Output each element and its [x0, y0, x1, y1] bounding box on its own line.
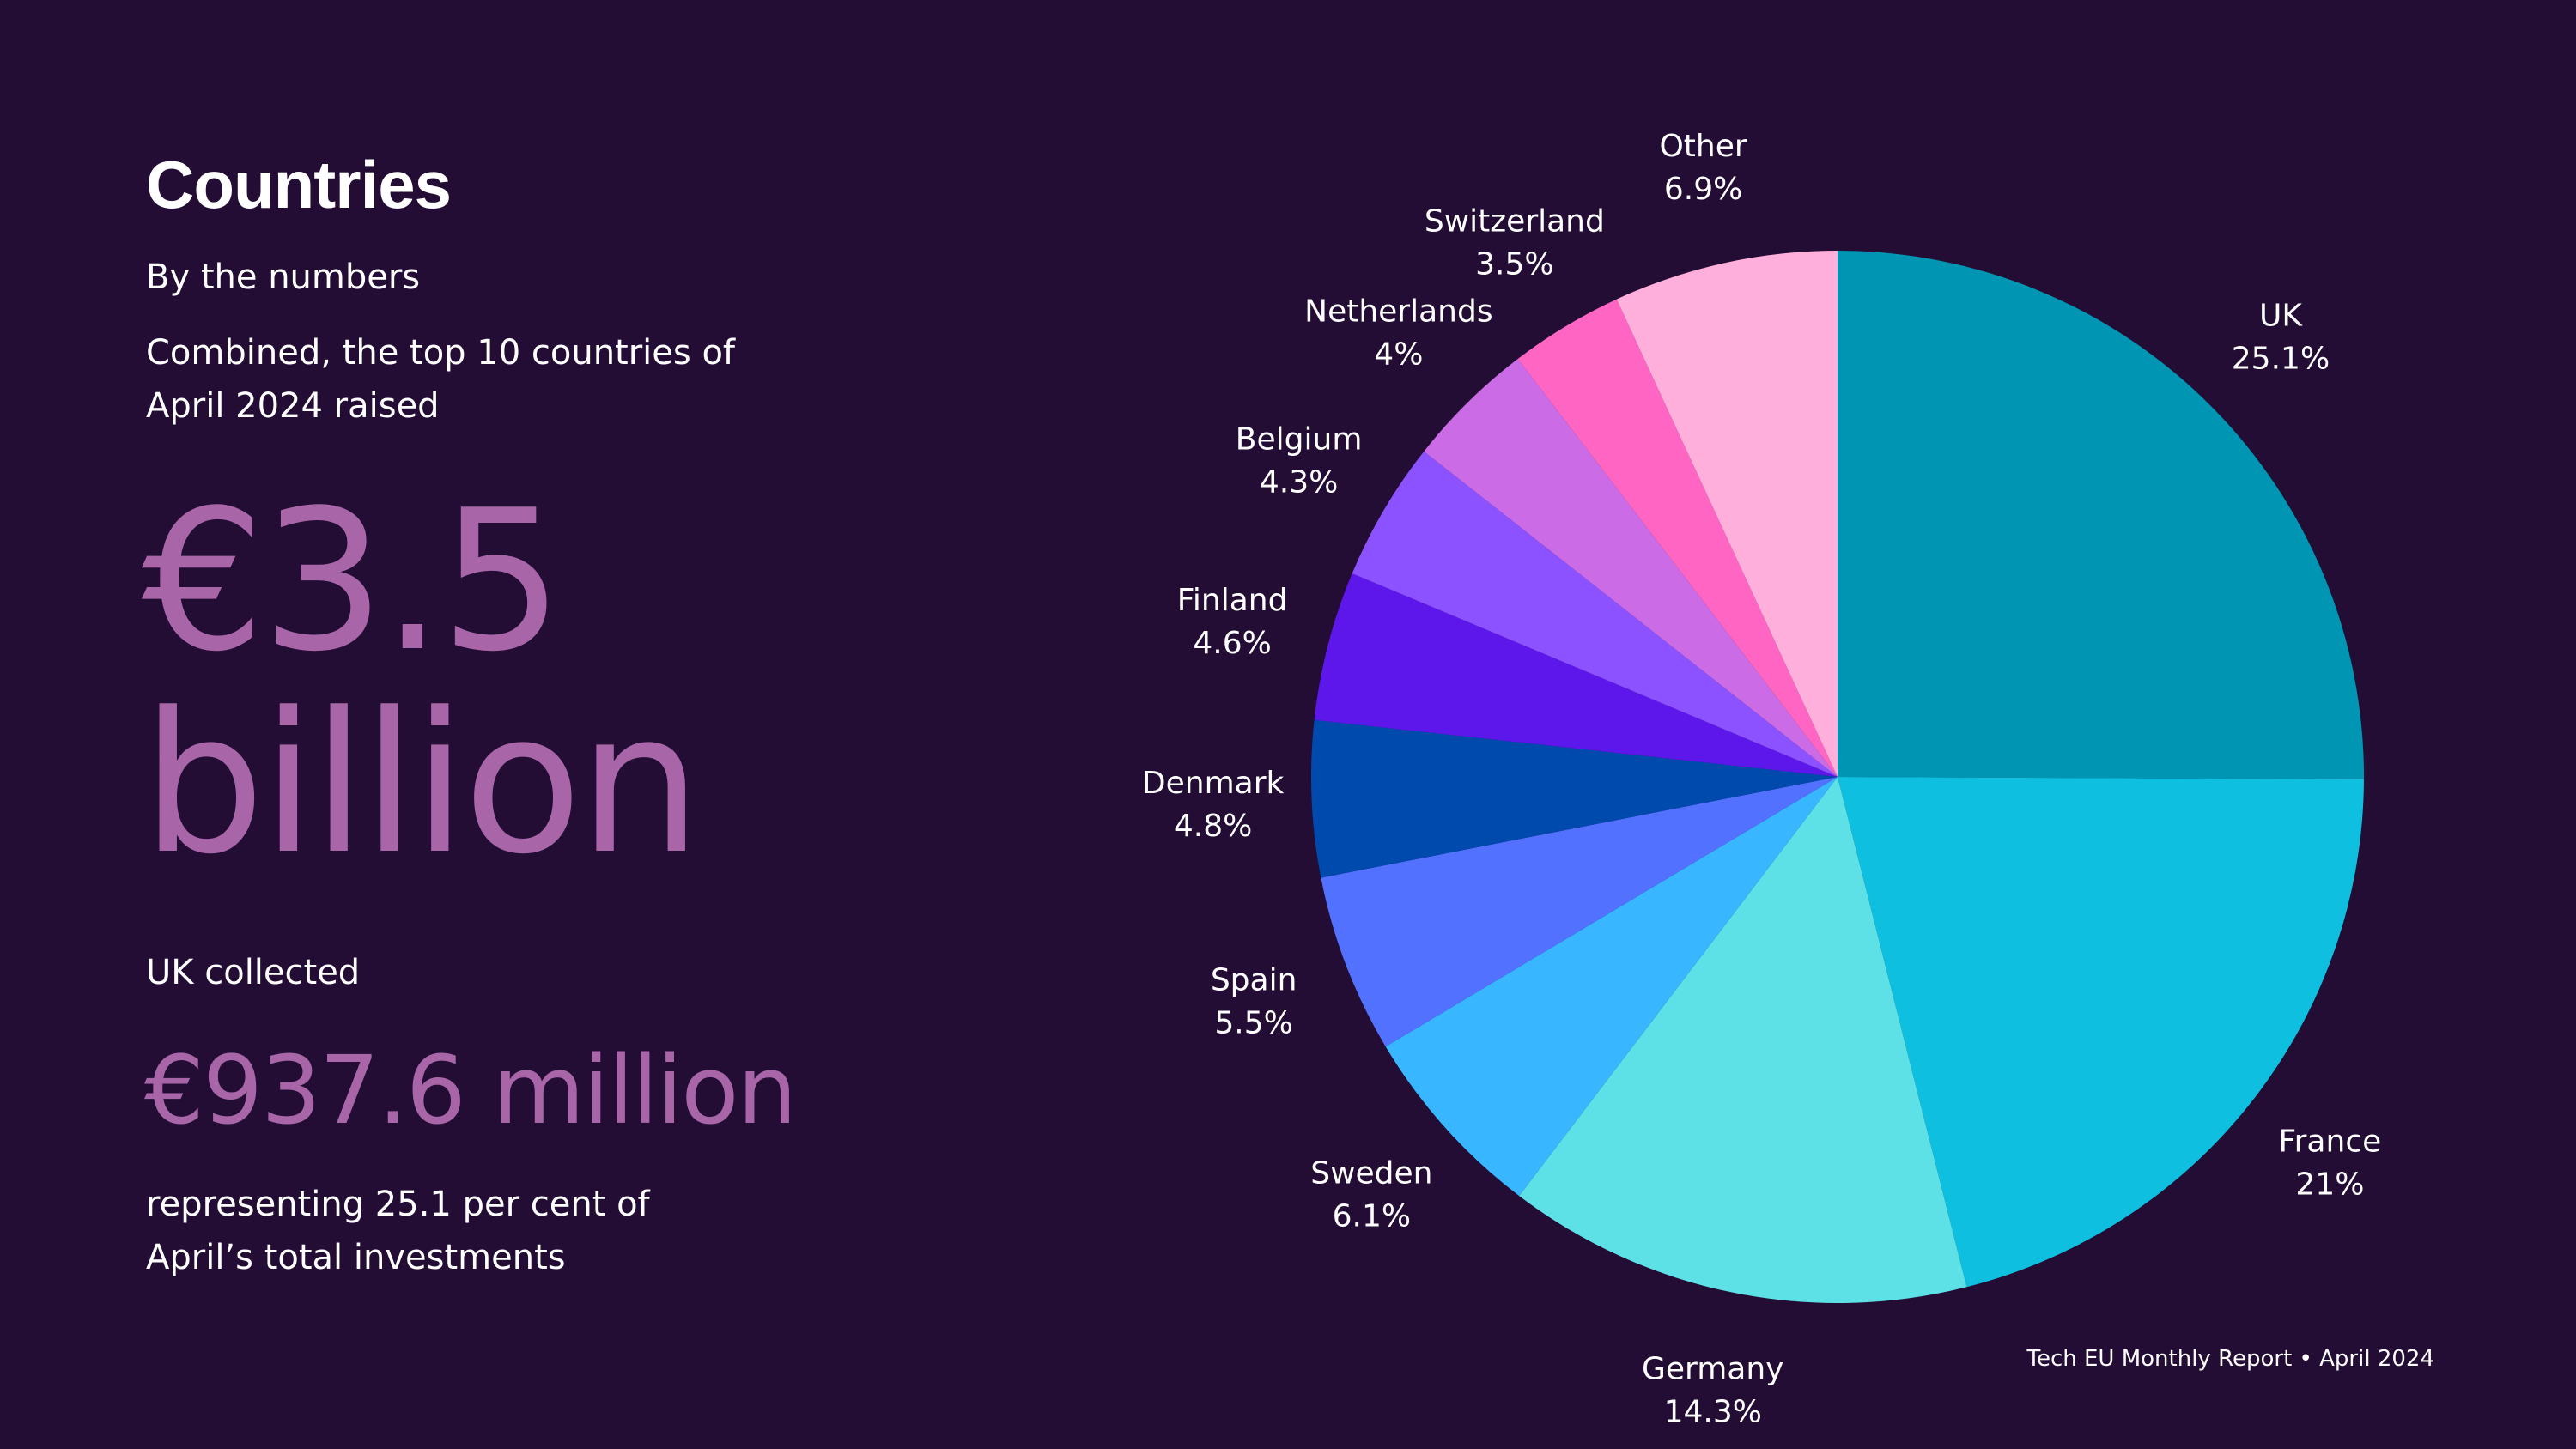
slice-value-label: 4.8%: [1174, 809, 1252, 844]
slice-value-label: 25.1%: [2232, 341, 2330, 376]
page-title: Countries: [146, 147, 452, 222]
pie-slice-finland: [1314, 573, 1838, 777]
footer-credit: Tech EU Monthly Report • April 2024: [2026, 1346, 2435, 1372]
slice-value-label: 21%: [2295, 1167, 2364, 1203]
slice-value-label: 4%: [1374, 337, 1423, 373]
slice-value-label: 6.9%: [1664, 172, 1742, 207]
pie-slice-germany: [1519, 777, 1967, 1303]
slice-value-label: 3.5%: [1475, 247, 1553, 282]
pie-slice-sweden: [1385, 777, 1838, 1197]
pie-slice-other: [1616, 251, 1838, 777]
pie-slices: [1310, 251, 2364, 1303]
slice-value-label: 4.3%: [1260, 465, 1338, 500]
pie-slice-uk: [1838, 251, 2364, 779]
slice-name-label: UK: [2259, 298, 2303, 333]
uk-amount: €937.6 million: [144, 1035, 797, 1145]
slice-name-label: Netherlands: [1304, 294, 1492, 330]
slice-name-label: Germany: [1642, 1351, 1783, 1386]
slice-name-label: Finland: [1177, 583, 1288, 618]
pie-slice-spain: [1321, 777, 1838, 1047]
slice-name-label: France: [2279, 1125, 2382, 1160]
slice-value-label: 14.3%: [1664, 1394, 1762, 1429]
slice-name-label: Denmark: [1142, 766, 1285, 801]
slice-value-label: 4.6%: [1193, 626, 1271, 661]
intro-text: Combined, the top 10 countries of April …: [146, 333, 736, 426]
pie-slice-netherlands: [1424, 359, 1838, 777]
total-amount: €3.5 billion: [142, 469, 702, 897]
slice-value-label: 5.5%: [1214, 1005, 1292, 1040]
slice-name-label: Other: [1659, 129, 1747, 164]
slice-name-label: Belgium: [1236, 422, 1363, 458]
pie-slice-switzerland: [1517, 299, 1838, 777]
uk-label: UK collected: [146, 953, 361, 992]
slice-value-label: 6.1%: [1333, 1198, 1411, 1234]
subtitle: By the numbers: [146, 258, 421, 297]
uk-note: representing 25.1 per cent of April’s to…: [146, 1185, 650, 1277]
pie-slice-denmark: [1310, 719, 1838, 878]
slice-name-label: Sweden: [1310, 1155, 1432, 1191]
slice-name-label: Spain: [1211, 962, 1297, 997]
pie-labels: UK 25.1% France 21% Germany 14.3% Sweden 6.1% Sp…: [1142, 129, 2381, 1429]
slice-name-label: Switzerland: [1425, 204, 1605, 239]
pie-slice-belgium: [1352, 451, 1838, 777]
pie-slice-france: [1838, 777, 2364, 1288]
